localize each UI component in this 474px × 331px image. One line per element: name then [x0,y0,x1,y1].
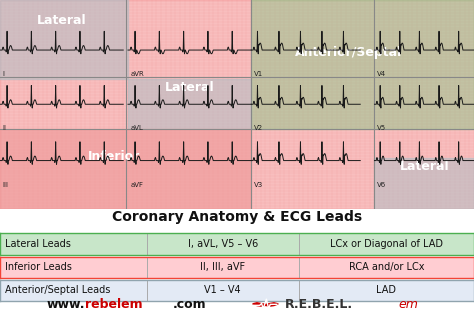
Text: LAD: LAD [376,285,396,296]
Text: Coronary Anatomy & ECG Leads: Coronary Anatomy & ECG Leads [112,210,362,224]
Text: Lateral: Lateral [37,14,86,27]
Text: II, III, aVF: II, III, aVF [200,262,246,272]
Text: aVF: aVF [130,182,143,188]
Text: Inferior: Inferior [88,150,140,163]
Text: V1: V1 [254,71,263,77]
Text: V4: V4 [377,71,386,77]
Text: R.E.B.E.L.: R.E.B.E.L. [284,298,353,311]
Text: RCA and/or LCx: RCA and/or LCx [348,262,424,272]
Text: III: III [2,182,9,188]
Text: Lateral Leads: Lateral Leads [5,239,71,249]
Bar [0,0,128,79]
Text: Inferior Leads: Inferior Leads [5,262,72,272]
Text: Anterior/Septal: Anterior/Septal [295,46,402,59]
Text: aVR: aVR [130,71,144,77]
Text: V2: V2 [254,125,263,131]
Text: V1 – V4: V1 – V4 [204,285,241,296]
Text: LCx or Diagonal of LAD: LCx or Diagonal of LAD [330,239,443,249]
Text: Lateral: Lateral [165,81,214,94]
Text: I, aVL, V5 – V6: I, aVL, V5 – V6 [188,239,258,249]
Text: aVL: aVL [130,125,143,131]
Bar [0,129,251,209]
Text: Anterior/Septal Leads: Anterior/Septal Leads [5,285,110,296]
Bar [374,159,474,209]
Text: www.: www. [47,298,85,311]
Text: Lateral: Lateral [400,160,449,173]
Text: em: em [398,298,418,311]
Text: II: II [2,125,6,131]
Text: .com: .com [173,298,207,311]
Bar [251,0,474,129]
Bar [128,79,251,129]
Text: V6: V6 [377,182,386,188]
Text: rebelem: rebelem [85,298,143,311]
Text: V5: V5 [377,125,386,131]
Text: I: I [2,71,4,77]
Text: V3: V3 [254,182,263,188]
Polygon shape [253,303,278,306]
